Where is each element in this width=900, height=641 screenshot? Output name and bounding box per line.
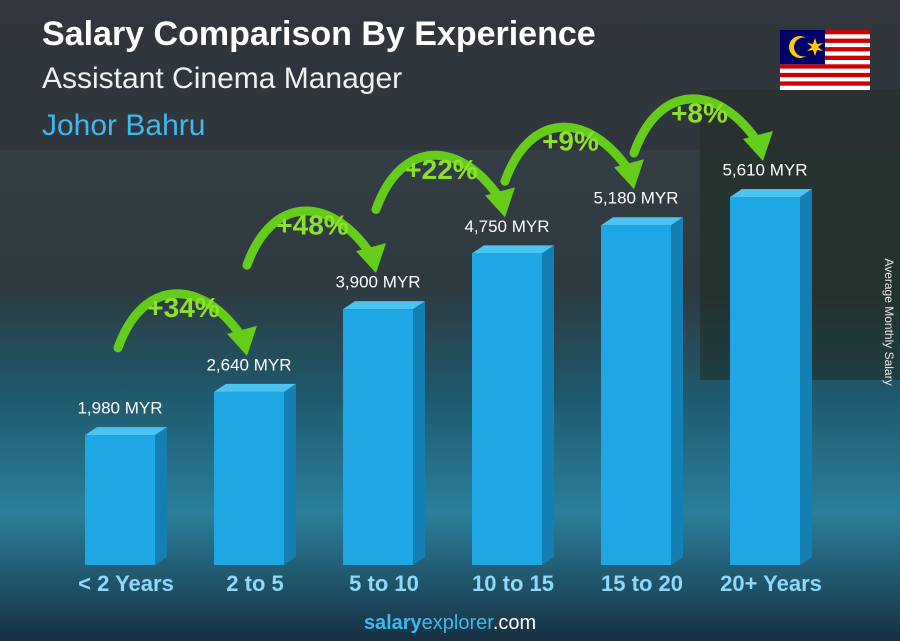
x-tick-label: 2 to 5 <box>226 571 283 596</box>
footer-brand: explorer <box>422 612 495 634</box>
bar-side <box>542 245 554 565</box>
change-label: +22% <box>405 154 477 185</box>
bar-side <box>413 301 425 565</box>
bar <box>472 253 542 565</box>
x-tick-label: 20+ Years <box>720 571 822 596</box>
x-tick-label: 10 to 15 <box>472 571 554 596</box>
x-tick-label: < 2 Years <box>78 571 174 596</box>
value-label: 2,640 MYR <box>206 355 291 374</box>
bar <box>214 391 284 565</box>
bar-top <box>601 217 683 226</box>
bar-side <box>671 217 683 565</box>
chart-title: Salary Comparison By Experience <box>42 15 596 53</box>
change-label: +48% <box>276 210 348 241</box>
value-label: 1,980 MYR <box>77 399 162 418</box>
bar <box>730 197 800 565</box>
bar-side <box>800 189 812 565</box>
change-arrow <box>500 122 633 186</box>
bar-top <box>214 383 296 392</box>
bar-top <box>472 245 554 254</box>
value-label: 5,180 MYR <box>593 189 678 208</box>
x-tick-label: 15 to 20 <box>601 571 683 596</box>
change-label: +8% <box>671 97 728 128</box>
change-arrowhead <box>614 159 644 190</box>
footer-domain: .com <box>493 612 536 634</box>
y-axis-label: Average Monthly Salary <box>882 258 896 385</box>
change-arrowhead <box>485 187 515 218</box>
bar-top <box>343 301 425 310</box>
bar <box>85 435 155 565</box>
change-arrowhead <box>743 131 773 161</box>
bar-top <box>730 189 812 197</box>
footer: salaryexplorer.com <box>364 612 536 634</box>
bar-top <box>85 427 167 436</box>
flag <box>780 30 870 90</box>
change-arrow <box>629 94 762 158</box>
change-arrow <box>371 150 504 214</box>
change-arrow <box>242 206 375 270</box>
change-label: +9% <box>542 126 599 157</box>
value-label: 3,900 MYR <box>335 273 420 292</box>
bar-side <box>284 383 296 565</box>
value-label: 4,750 MYR <box>464 217 549 236</box>
change-arrow <box>113 289 246 353</box>
change-label: +34% <box>147 292 219 323</box>
chart-subtitle: Assistant Cinema Manager <box>42 62 402 95</box>
bar <box>343 309 413 565</box>
x-tick-label: 5 to 10 <box>349 571 419 596</box>
location: Johor Bahru <box>42 109 205 142</box>
bar-side <box>155 427 167 565</box>
footer-brand: salary <box>364 612 423 634</box>
value-label: 5,610 MYR <box>722 160 807 179</box>
change-arrowhead <box>227 325 257 356</box>
change-arrowhead <box>356 243 386 274</box>
bar <box>601 225 671 565</box>
